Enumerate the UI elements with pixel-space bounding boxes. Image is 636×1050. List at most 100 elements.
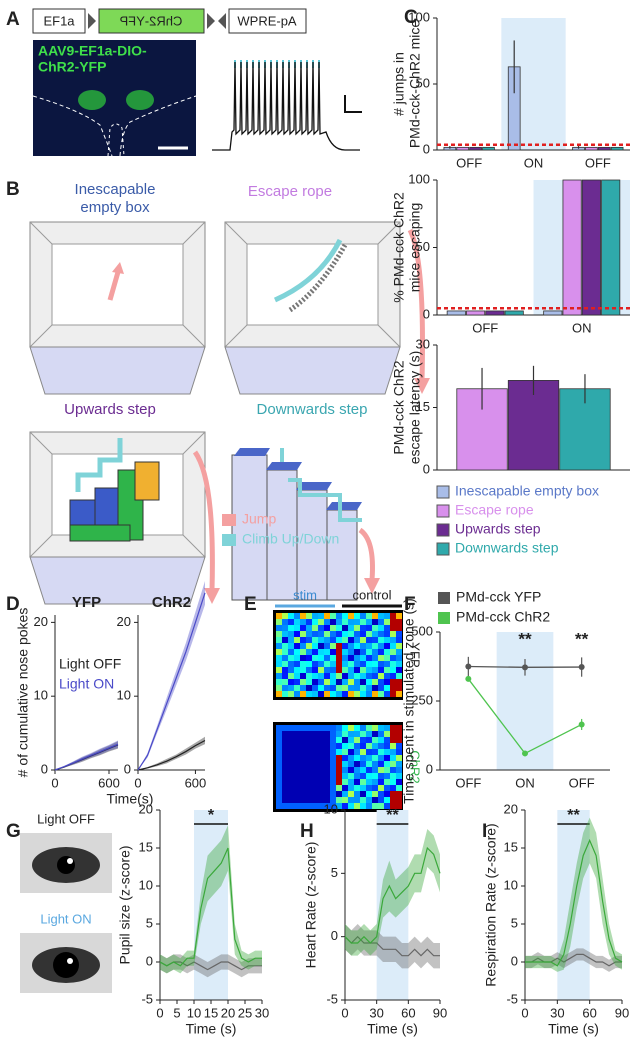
heat-cell xyxy=(384,631,390,637)
arena-edge xyxy=(29,534,53,558)
heat-cell xyxy=(282,725,288,731)
arena-front xyxy=(224,346,401,395)
heat-cell xyxy=(330,785,336,791)
heat-cell xyxy=(318,761,324,767)
heat-cell xyxy=(330,737,336,743)
heat-cell xyxy=(324,643,330,649)
error-band xyxy=(345,924,440,969)
heat-cell xyxy=(300,625,306,631)
heat-cell xyxy=(342,737,348,743)
heat-cell xyxy=(354,679,360,685)
heat-cell xyxy=(390,691,396,697)
heat-cell xyxy=(324,691,330,697)
histology xyxy=(32,40,197,157)
heat-cell xyxy=(306,631,312,637)
heat-cell xyxy=(378,673,384,679)
heat-cell xyxy=(336,661,342,667)
x-tick-label: 25 xyxy=(238,1005,252,1020)
heat-cell xyxy=(324,737,330,743)
heat-cell xyxy=(366,731,372,737)
heat-cell xyxy=(276,619,282,625)
heat-cell xyxy=(396,667,402,673)
heat-cell xyxy=(366,619,372,625)
heat-cell xyxy=(312,779,318,785)
heat-cell xyxy=(330,743,336,749)
heat-cell xyxy=(330,791,336,797)
x-tick-label: 15 xyxy=(204,1005,218,1020)
heat-cell xyxy=(282,649,288,655)
y-tick-label: 0 xyxy=(146,953,153,968)
heat-cell xyxy=(348,625,354,631)
heat-cell xyxy=(372,655,378,661)
heat-cell xyxy=(384,625,390,631)
heat-cell xyxy=(294,673,300,679)
heat-cell xyxy=(306,691,312,697)
image-label: Light OFF xyxy=(37,811,95,826)
arena-title: Inescapable xyxy=(75,181,156,198)
heat-cell xyxy=(330,661,336,667)
legend-label: Escape rope xyxy=(455,502,534,518)
significance: ** xyxy=(575,629,589,648)
heat-cell xyxy=(300,767,306,773)
x-tick-label: 20 xyxy=(221,1005,235,1020)
heat-cell xyxy=(306,619,312,625)
heat-cell xyxy=(294,767,300,773)
y-tick-label: 20 xyxy=(34,614,48,629)
heat-cell xyxy=(384,761,390,767)
step-top xyxy=(296,482,332,490)
heat-cell xyxy=(360,779,366,785)
panel-label: C xyxy=(404,7,418,28)
heat-cell xyxy=(354,761,360,767)
heat-cell xyxy=(294,655,300,661)
heat-cell xyxy=(282,779,288,785)
heat-cell xyxy=(282,773,288,779)
heat-cell xyxy=(312,725,318,731)
heat-cell xyxy=(354,691,360,697)
error-band xyxy=(525,948,622,972)
heat-cell xyxy=(342,785,348,791)
heat-cell xyxy=(330,731,336,737)
heat-cell xyxy=(276,649,282,655)
heat-cell xyxy=(312,791,318,797)
y-axis-label: # jumps in xyxy=(391,52,407,116)
arena-title: Escape rope xyxy=(248,183,332,200)
heat-cell xyxy=(384,643,390,649)
heat-cell xyxy=(384,767,390,773)
jump-head xyxy=(414,378,430,394)
heat-cell xyxy=(372,773,378,779)
heat-cell xyxy=(318,785,324,791)
arena-title: empty box xyxy=(80,199,150,216)
heat-cell xyxy=(372,743,378,749)
heat-cell xyxy=(282,631,288,637)
heat-cell xyxy=(312,761,318,767)
heat-cell xyxy=(276,761,282,767)
bar xyxy=(482,146,495,151)
heat-cell xyxy=(276,767,282,773)
heat-cell xyxy=(390,773,396,779)
heat-cell xyxy=(372,685,378,691)
heat-cell xyxy=(396,637,402,643)
arena-edge xyxy=(29,324,53,348)
heat-cell xyxy=(384,673,390,679)
arena-floor xyxy=(246,243,379,326)
heat-cell xyxy=(306,773,312,779)
arena-edge xyxy=(29,221,53,245)
heat-cell xyxy=(288,691,294,697)
bar xyxy=(504,310,524,316)
panel-label: G xyxy=(6,821,21,842)
heat-cell xyxy=(378,649,384,655)
trace-line xyxy=(212,61,360,151)
heat-cell xyxy=(378,679,384,685)
heat-cell xyxy=(300,685,306,691)
heat-cell xyxy=(384,619,390,625)
x-tick-label: 10 xyxy=(187,1005,201,1020)
heat-cell xyxy=(396,785,402,791)
x-tick-label: 600 xyxy=(185,775,207,790)
x-tick-label: 90 xyxy=(433,1005,447,1020)
climb-arrow xyxy=(273,238,343,303)
heat-cell xyxy=(318,685,324,691)
y-tick-label: 50 xyxy=(416,75,430,90)
stim-shade xyxy=(496,632,554,770)
heat-cell xyxy=(282,679,288,685)
heat-cell xyxy=(276,679,282,685)
